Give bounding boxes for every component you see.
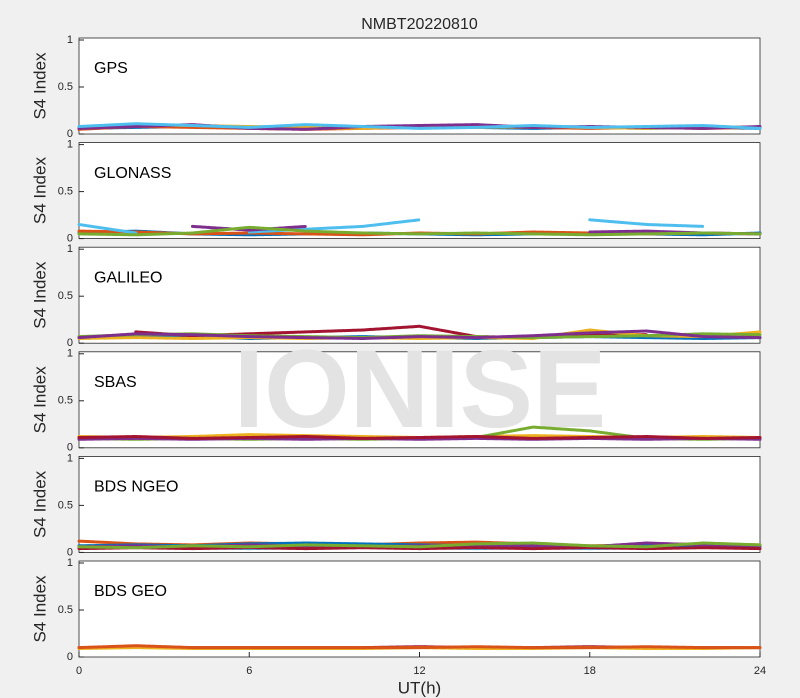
plot-area (78, 351, 761, 449)
y-axis-label: S4 Index (30, 157, 49, 225)
x-tick-label: 24 (754, 665, 766, 677)
x-tick-label: 12 (413, 665, 425, 677)
y-axis-label: S4 Index (30, 52, 49, 120)
y-tick-label: 0.5 (58, 395, 73, 407)
y-axis-label: S4 Index (30, 366, 49, 434)
x-tick-label: 6 (246, 665, 252, 677)
y-tick-label: 0 (67, 651, 73, 663)
panel-label: BDS NGEO (94, 479, 178, 496)
series-line (77, 644, 762, 650)
series-line (77, 225, 762, 237)
x-tick-label: 0 (76, 665, 82, 677)
y-axis-label: S4 Index (30, 470, 49, 538)
plot-area (78, 455, 761, 553)
y-axis-label: S4 Index (30, 261, 49, 329)
chart-title: NMBT20220810 (361, 16, 478, 33)
y-tick-label: 0.5 (58, 290, 73, 302)
y-tick-label: 1 (67, 139, 73, 151)
y-tick-label: 0 (67, 546, 73, 558)
y-axis-label: S4 Index (30, 575, 49, 643)
y-tick-label: 0.5 (58, 499, 73, 511)
y-tick-label: 0.5 (58, 604, 73, 616)
y-tick-label: 0.5 (58, 186, 73, 198)
y-tick-label: 1 (67, 243, 73, 255)
panel-label: BDS GEO (94, 583, 167, 600)
watermark: IONISE (234, 328, 607, 451)
y-tick-label: 1 (67, 348, 73, 360)
series-line (77, 329, 762, 340)
plot-area (78, 560, 761, 658)
series-line (77, 435, 762, 440)
x-axis-label: UT(h) (398, 678, 441, 697)
y-tick-label: 1 (67, 34, 73, 46)
panel-label: GPS (94, 60, 128, 77)
y-tick-label: 0 (67, 337, 73, 349)
series-line (77, 546, 762, 551)
series-line (77, 122, 762, 130)
y-tick-label: 0 (67, 442, 73, 454)
panel-label: GALILEO (94, 269, 162, 286)
y-tick-label: 0.5 (58, 81, 73, 93)
panel-label: GLONASS (94, 165, 171, 182)
y-tick-label: 1 (67, 557, 73, 569)
y-tick-label: 0 (67, 233, 73, 245)
x-tick-label: 18 (584, 665, 596, 677)
plot-area (78, 142, 761, 240)
series-line (77, 541, 762, 550)
y-tick-label: 1 (67, 452, 73, 464)
panel-label: SBAS (94, 374, 137, 391)
plot-area (78, 37, 761, 135)
y-tick-label: 0 (67, 128, 73, 140)
